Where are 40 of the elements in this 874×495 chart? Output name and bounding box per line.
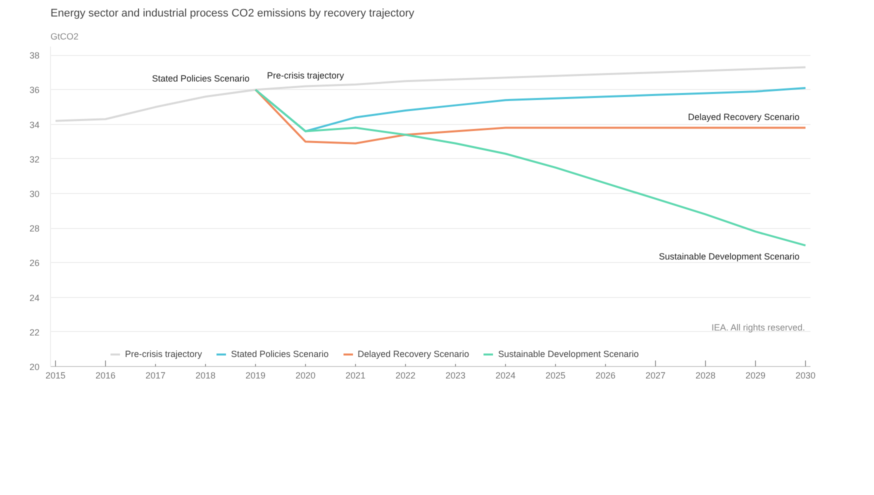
legend-label: Pre-crisis trajectory [125, 349, 202, 359]
legend-label: Stated Policies Scenario [231, 349, 329, 359]
line-series [54, 66, 806, 122]
annotation: Sustainable Development Scenario [658, 251, 800, 262]
annotation: Stated Policies Scenario [152, 74, 250, 84]
x-tick-label: 2015 [45, 370, 66, 380]
x-tick-label: 2022 [395, 370, 416, 380]
y-tick-label: 26 [29, 258, 40, 268]
annotation: IEA. All rights reserved. [711, 322, 806, 332]
legend-label: Sustainable Development Scenario [498, 349, 639, 359]
y-tick-label: 38 [29, 50, 40, 61]
x-tick-label: 2030 [795, 370, 816, 380]
x-tick-label: 2021 [345, 370, 366, 380]
line-series [254, 88, 806, 144]
y-tick-label: 28 [29, 224, 40, 234]
y-axis-title: GtCO2 [50, 32, 79, 42]
y-tick-label: 32 [29, 154, 40, 164]
x-tick-label: 2029 [745, 370, 766, 380]
y-tick-label: 30 [29, 189, 40, 200]
x-tick-label: 2025 [545, 370, 566, 380]
y-tick-label: 22 [29, 327, 40, 338]
annotation: Delayed Recovery Scenario [688, 112, 800, 122]
x-tick-label: 2027 [645, 370, 666, 380]
x-tick-label: 2016 [95, 370, 116, 380]
line-series [254, 88, 806, 246]
legend-label: Delayed Recovery Scenario [358, 349, 470, 359]
y-tick-label: 36 [29, 85, 40, 96]
x-tick-label: 2018 [195, 370, 216, 380]
y-tick-label: 24 [29, 292, 40, 303]
x-tick-label: 2019 [245, 370, 266, 380]
chart-title: Energy sector and industrial process CO2 emissions by recovery trajectory [50, 8, 415, 20]
x-tick-label: 2020 [295, 370, 316, 380]
x-tick-label: 2023 [445, 370, 466, 380]
annotation: Pre-crisis trajectory [266, 70, 345, 80]
y-tick-label: 34 [29, 120, 40, 130]
x-tick-label: 2017 [145, 370, 166, 380]
x-tick-label: 2024 [495, 370, 516, 380]
x-tick-label: 2026 [595, 370, 616, 380]
x-tick-label: 2028 [695, 370, 716, 380]
y-tick-label: 20 [29, 362, 40, 372]
